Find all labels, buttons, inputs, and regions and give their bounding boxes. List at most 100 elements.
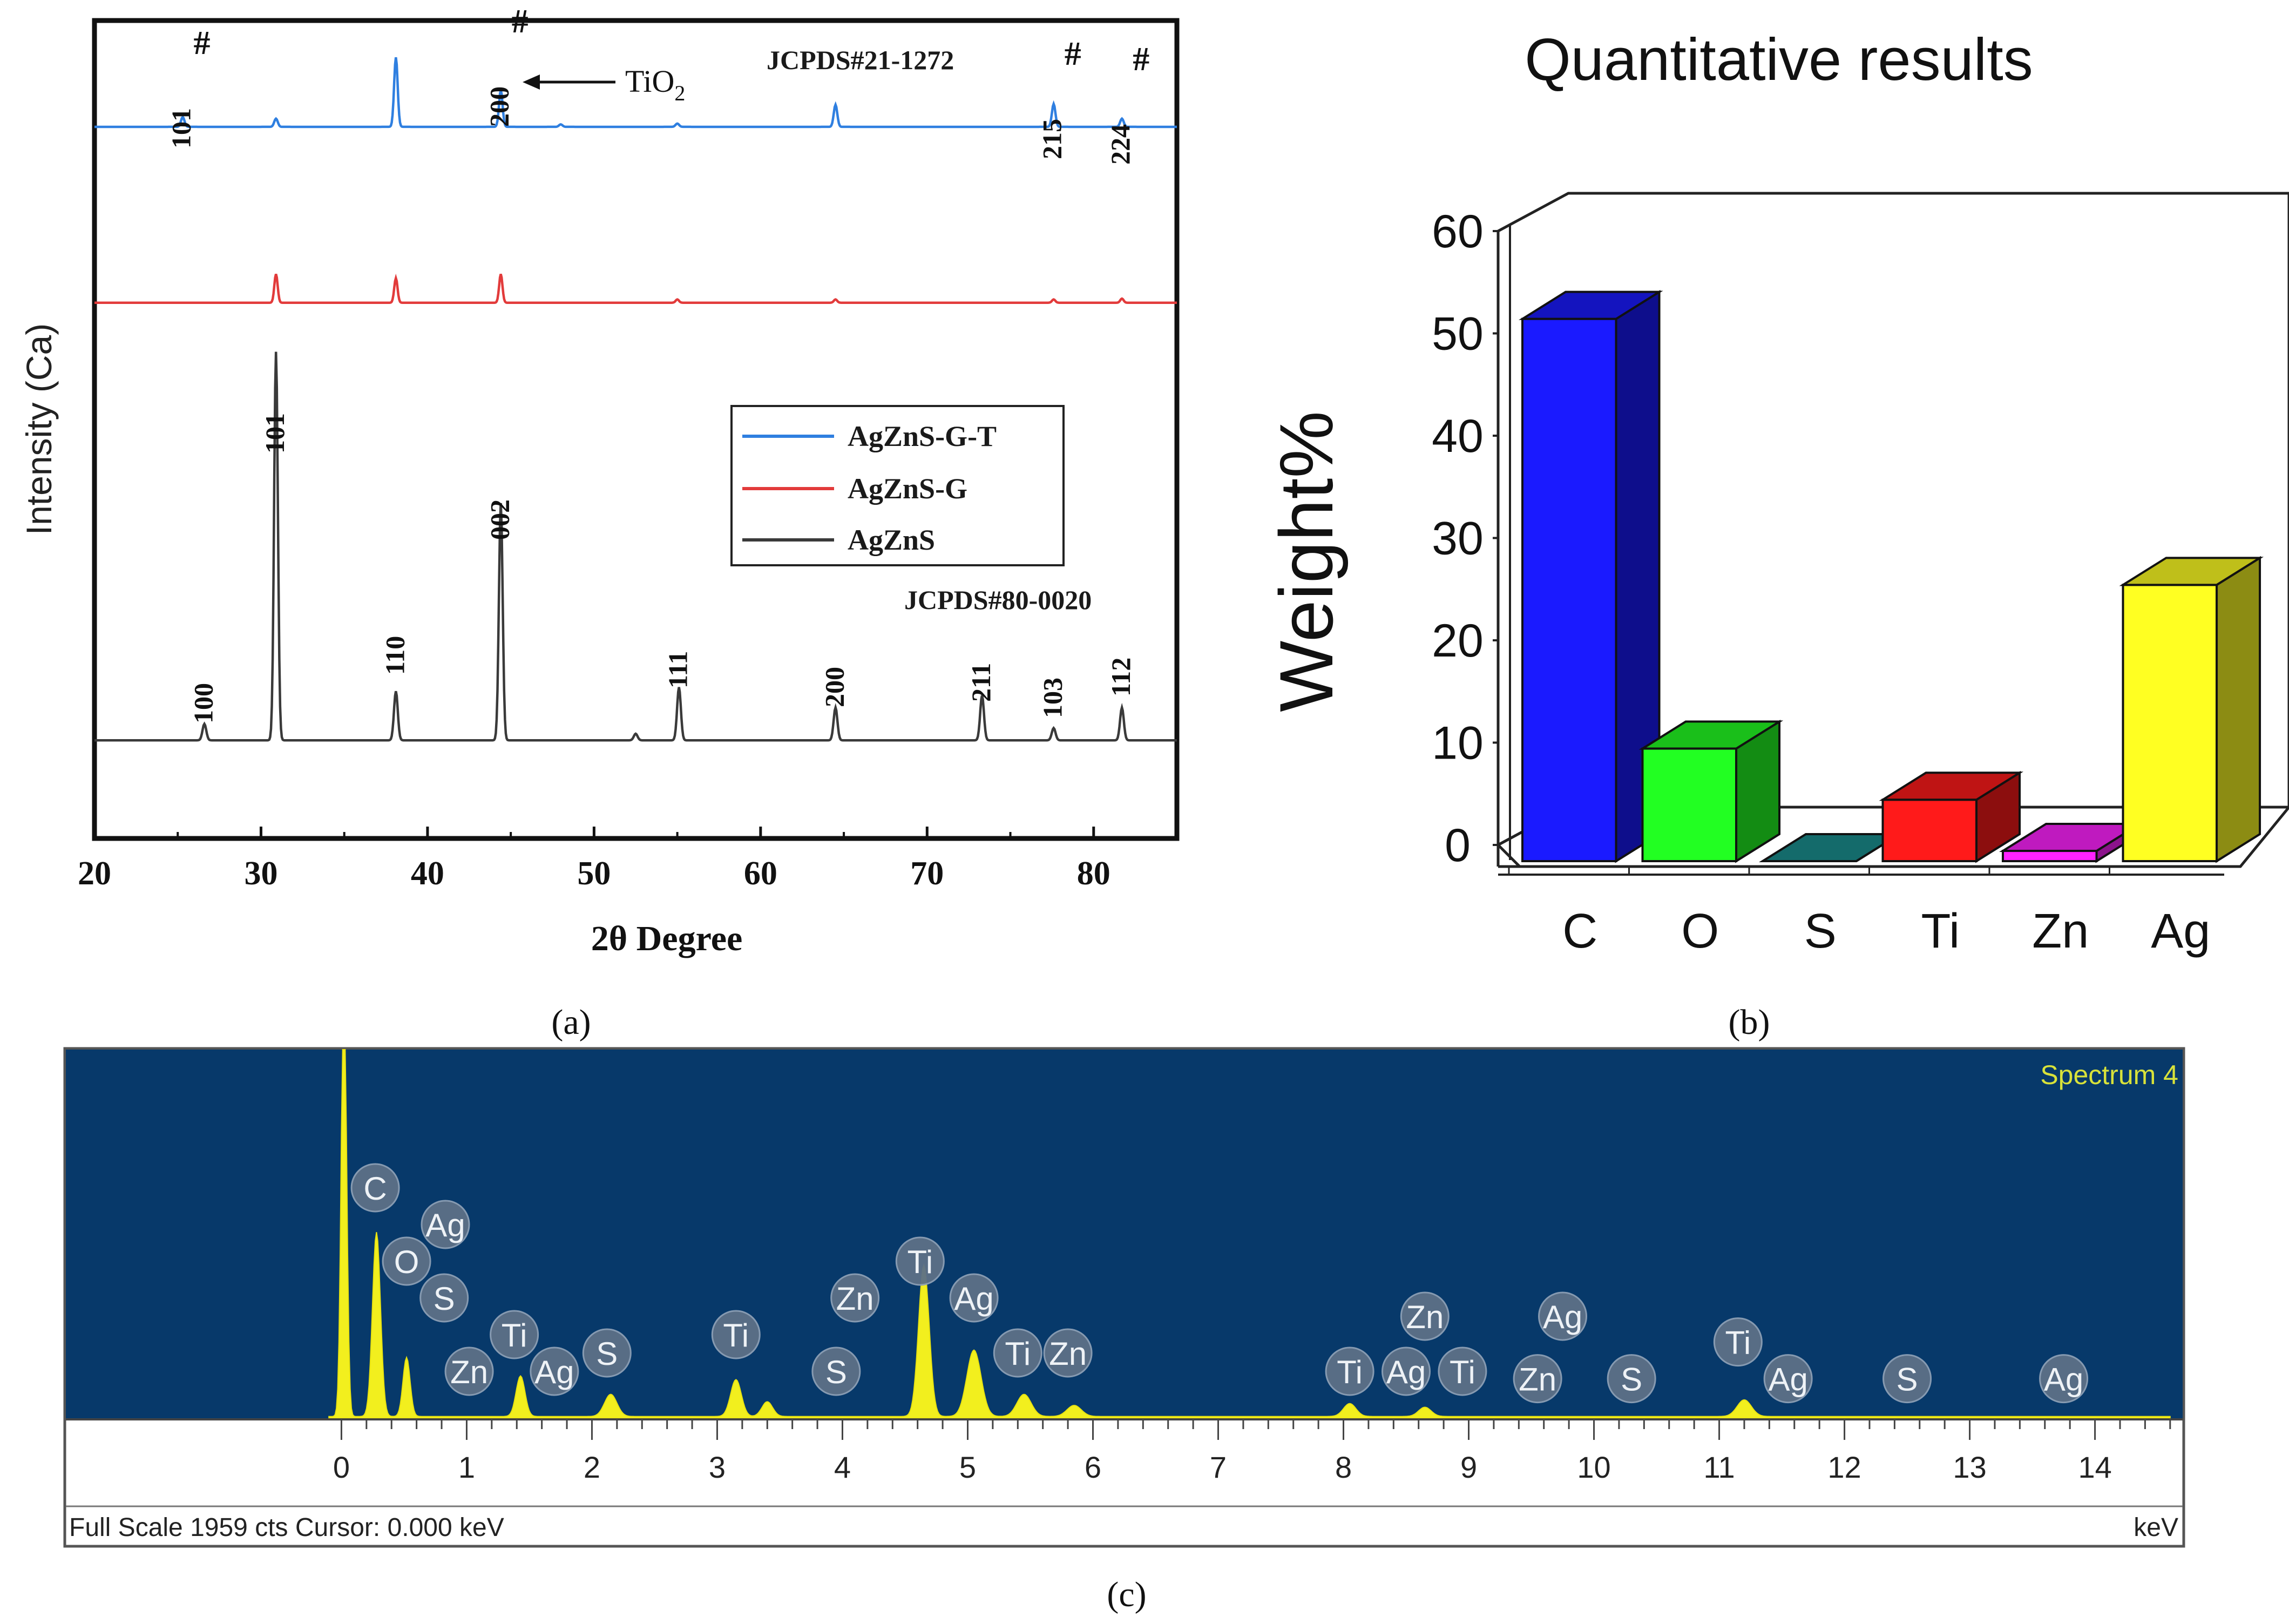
bar-x-label-c: C [1562, 904, 1597, 958]
eds-label-badge [2039, 1354, 2089, 1404]
eds-element-label: Ti [1725, 1325, 1751, 1361]
bar-o-top [1638, 720, 1784, 750]
tio2-arrow-annotation: TiO2 [523, 64, 685, 105]
xrd-x-tick-label: 20 [78, 855, 111, 892]
xrd-x-tick-label: 60 [744, 855, 777, 892]
eds-x-tick-label: 1 [458, 1450, 475, 1484]
eds-element-label: Zn [1049, 1336, 1087, 1372]
eds-label-badge [1438, 1346, 1487, 1396]
bar-x-label-o: O [1681, 904, 1719, 958]
tio2-hash-mark: # [193, 25, 210, 62]
xrd-x-tick-label: 70 [910, 855, 944, 892]
agzns-hkl-label: 100 [188, 683, 219, 723]
bar-c-top [1519, 290, 1663, 320]
eds-element-label: Ti [723, 1317, 749, 1354]
eds-element-label: Ag [534, 1354, 574, 1390]
eds-element-label: Zn [450, 1354, 488, 1390]
eds-label-badge [895, 1236, 945, 1286]
eds-x-axis-unit: keV [2134, 1513, 2178, 1542]
eds-element-label: S [825, 1354, 847, 1390]
xrd-x-axis-label: 2θ Degree [591, 919, 743, 958]
eds-element-label: Ti [1450, 1354, 1475, 1390]
eds-label-badge [949, 1273, 999, 1323]
eds-spectrum-trace [328, 1049, 2171, 1419]
bar-y-tick-label: 0 [1445, 820, 1471, 871]
eds-element-label: S [1897, 1362, 1918, 1398]
jcpds-bottom-label: JCPDS#80-0020 [904, 585, 1092, 615]
bar-y-tick-label: 10 [1432, 718, 1484, 769]
bar-y-tick-label: 30 [1432, 513, 1484, 565]
eds-x-tick-label: 5 [959, 1450, 976, 1484]
panel-label-b: (b) [1729, 1003, 1770, 1042]
eds-x-tick-label: 2 [584, 1450, 600, 1484]
eds-label-badge [530, 1346, 579, 1396]
eds-label-badge [1381, 1346, 1431, 1396]
panel-label-a: (a) [551, 1003, 591, 1042]
eds-element-label: Ag [1386, 1354, 1426, 1390]
eds-label-badge [444, 1346, 494, 1396]
legend-label-agzns-g-t: AgZnS-G-T [848, 420, 997, 452]
xrd-x-tick-label: 50 [577, 855, 611, 892]
bar-x-label-ag: Ag [2151, 904, 2210, 958]
bar-chart-x-labels: C O S Ti Zn Ag [1508, 867, 2210, 958]
legend-label-agzns: AgZnS [848, 524, 935, 556]
bar-chart-y-ticks: 0 10 20 30 40 50 60 [1432, 206, 1498, 871]
bar-y-tick-label: 40 [1432, 410, 1484, 462]
bar-chart-title: Quantitative results [1525, 26, 2033, 93]
eds-element-label: S [596, 1336, 618, 1372]
eds-label-badge [490, 1310, 539, 1359]
eds-element-label: S [434, 1281, 455, 1317]
eds-label-badge [1400, 1291, 1450, 1341]
eds-label-badge [1513, 1354, 1562, 1404]
eds-element-label: Ag [1768, 1362, 1807, 1398]
tio2-hkl-label: 101 [166, 108, 196, 148]
bar-x-label-zn: Zn [2032, 904, 2089, 958]
eds-label-badge [382, 1236, 431, 1286]
bar-o [1641, 747, 1738, 863]
agzns-hkl-label: 112 [1106, 658, 1136, 696]
eds-label-badge [419, 1273, 469, 1323]
eds-element-label: Zn [1406, 1299, 1444, 1335]
eds-label-badge [1713, 1317, 1763, 1367]
xrd-annotations: 101 #200 #215 #224 #100 101 110 002 111 200 211 103… [166, 3, 1149, 723]
tio2-hkl-label: 224 [1105, 124, 1135, 165]
eds-label-badge [711, 1310, 761, 1359]
eds-element-label: Zn [836, 1281, 874, 1317]
agzns-hkl-label: 110 [380, 636, 410, 675]
agzns-hkl-label: 200 [820, 667, 850, 707]
eds-label-badge [811, 1346, 861, 1396]
eds-x-tick-label: 13 [1953, 1450, 1986, 1484]
tio2-hash-mark: # [512, 3, 529, 40]
eds-element-label: Zn [1519, 1362, 1556, 1398]
bar-ag-top [2119, 557, 2264, 586]
eds-footer-status: Full Scale 1959 cts Cursor: 0.000 keV [69, 1513, 504, 1542]
eds-label-badge [1882, 1354, 1932, 1404]
bar-y-tick-label: 50 [1432, 308, 1484, 360]
bar-chart-bars [1519, 290, 2264, 863]
agzns-hkl-label: 211 [966, 663, 996, 702]
eds-element-label: Ag [954, 1281, 993, 1317]
eds-x-tick-label: 12 [1827, 1450, 1861, 1484]
tio2-hash-mark: # [1133, 41, 1149, 78]
arrow-left-icon [523, 75, 540, 90]
xrd-chart: 101 #200 #215 #224 #100 101 110 002 111 200 211 103… [19, 3, 1180, 1042]
xrd-series-group [94, 57, 1177, 742]
bar-y-tick-label: 20 [1432, 615, 1484, 667]
bar-y-tick-label: 60 [1432, 206, 1484, 258]
xrd-x-tick-label: 80 [1077, 855, 1110, 892]
bar-ag [2122, 584, 2218, 862]
eds-label-badge [1763, 1354, 1813, 1404]
eds-x-tick-label: 8 [1335, 1450, 1352, 1484]
eds-element-label: Ag [425, 1207, 465, 1243]
eds-element-label: Ti [907, 1244, 933, 1280]
bar-x-label-ti: Ti [1921, 904, 1960, 958]
svg-text:TiO2: TiO2 [625, 64, 685, 105]
xrd-legend: AgZnS-G-T AgZnS-G AgZnS [730, 405, 1065, 566]
eds-element-label: Ti [1337, 1354, 1363, 1390]
eds-spectrum-title: Spectrum 4 [2040, 1060, 2178, 1090]
eds-label-badge [1325, 1346, 1374, 1396]
eds-spectrum-background [66, 1050, 2183, 1418]
